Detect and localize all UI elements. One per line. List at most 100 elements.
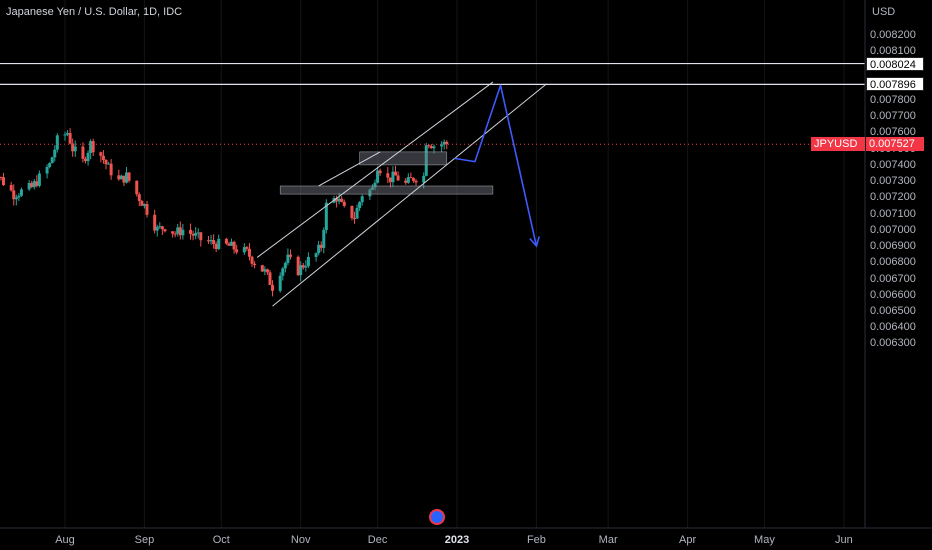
candle-body	[281, 268, 285, 276]
candle	[376, 166, 380, 184]
candle-body	[122, 175, 126, 183]
candle-body	[109, 163, 113, 176]
candle-body	[260, 265, 264, 272]
candle-body	[224, 238, 228, 244]
candle	[27, 180, 31, 191]
y-tick-label: 0.006700	[870, 272, 916, 285]
candle-body	[83, 158, 87, 162]
candle	[178, 221, 182, 240]
candle	[340, 195, 344, 203]
candle-body	[268, 272, 272, 285]
candle	[137, 192, 141, 207]
candle	[37, 170, 41, 188]
candle-body	[337, 198, 341, 202]
x-tick-label: 2023	[444, 534, 470, 546]
candle	[124, 167, 128, 184]
us-flag-event-icon[interactable]	[429, 509, 445, 525]
candle	[196, 228, 200, 239]
channel-line-upper	[256, 81, 494, 258]
y-tick-label: 0.006500	[870, 304, 916, 317]
y-tick-label: 0.008100	[870, 45, 916, 58]
candle-body	[376, 170, 380, 183]
candle	[304, 260, 308, 272]
candle	[99, 151, 103, 163]
price-unit: USD	[872, 6, 896, 18]
candle	[445, 140, 449, 150]
candle-body	[414, 180, 418, 183]
candle	[306, 252, 310, 268]
candle	[427, 144, 431, 149]
candle-body	[137, 194, 141, 201]
candle-body	[411, 177, 415, 181]
candle	[117, 169, 121, 181]
x-tick-label: May	[754, 534, 775, 546]
candle	[232, 240, 236, 254]
candle	[317, 240, 321, 256]
candle	[260, 264, 264, 272]
candle-body	[350, 205, 354, 219]
candle-body	[176, 227, 180, 234]
candle	[409, 172, 413, 179]
candle	[245, 245, 249, 252]
x-tick-label: Sep	[134, 534, 155, 546]
candle-body	[409, 177, 413, 179]
candle	[396, 171, 400, 181]
candle	[50, 156, 54, 164]
candle-body	[388, 177, 392, 183]
candle	[214, 241, 218, 253]
candle	[19, 187, 23, 197]
candle	[378, 168, 382, 177]
candle	[386, 166, 390, 184]
candle	[109, 159, 113, 180]
candle-body	[66, 132, 70, 135]
candle-body	[158, 226, 162, 228]
y-tick-label: 0.007600	[870, 126, 916, 139]
candle-body	[145, 204, 149, 215]
candle-body	[117, 175, 121, 180]
candle	[71, 138, 75, 157]
candle-body	[89, 141, 93, 153]
candle	[296, 255, 300, 276]
candle-body	[301, 265, 305, 268]
candle-body	[0, 177, 3, 179]
candle	[242, 243, 246, 255]
candle	[122, 175, 126, 187]
candle	[217, 234, 221, 250]
candle	[337, 192, 341, 205]
candle-body	[178, 227, 182, 236]
candle-body	[127, 172, 131, 181]
candle-body	[317, 244, 321, 254]
candle-body	[368, 189, 372, 197]
candles	[0, 128, 449, 297]
y-tick-label: 0.006600	[870, 288, 916, 301]
candle-body	[212, 239, 216, 244]
candle	[406, 173, 410, 184]
candle	[107, 161, 111, 165]
y-tick-label: 0.007100	[870, 207, 916, 220]
level-price-label: 0.007896	[866, 77, 924, 92]
candle	[142, 203, 146, 209]
candle	[394, 165, 398, 176]
candle	[288, 249, 292, 260]
candle-body	[81, 146, 85, 159]
candle	[86, 150, 90, 166]
candle-body	[324, 202, 328, 231]
candle-body	[37, 173, 41, 186]
candle-body	[17, 195, 21, 198]
grid-lines	[64, 0, 845, 528]
candle	[230, 238, 234, 246]
candle-body	[99, 152, 103, 156]
candle	[335, 195, 339, 208]
candle-body	[142, 204, 146, 206]
candle	[301, 262, 305, 270]
candle-body	[14, 197, 18, 200]
candle	[206, 236, 210, 244]
x-tick-label: Dec	[367, 534, 388, 546]
candle	[160, 225, 164, 235]
y-tick-label: 0.007800	[870, 93, 916, 106]
candle-body	[9, 185, 13, 191]
candle-body	[2, 177, 6, 186]
candle	[411, 177, 415, 183]
candle-body	[394, 171, 398, 176]
